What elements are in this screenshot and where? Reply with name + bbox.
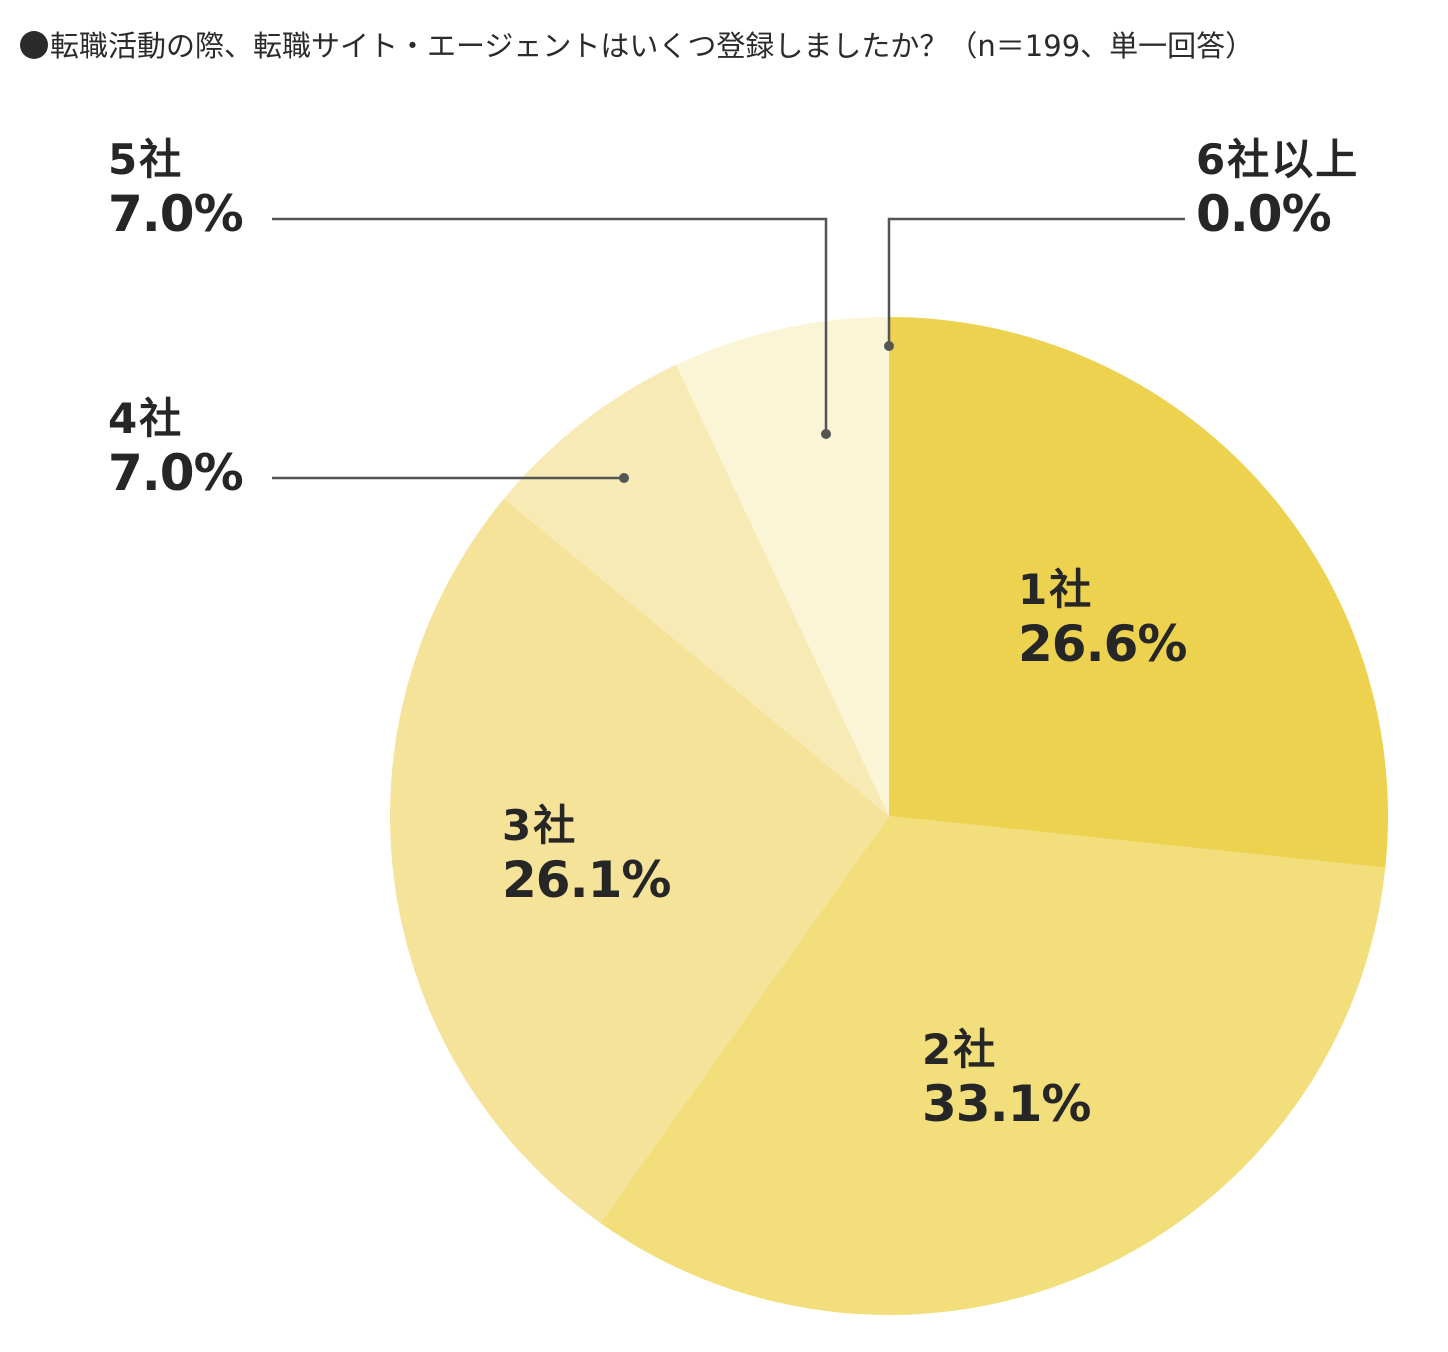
label-percent: 7.0% xyxy=(108,444,244,502)
chart-title: 転職活動の際、転職サイト・エージェントはいくつ登録しましたか？（n＝199、単一… xyxy=(20,26,1254,66)
label-name: 6社以上 xyxy=(1196,135,1360,184)
label-2-companies: 2社 33.1% xyxy=(922,1024,1091,1133)
label-percent: 7.0% xyxy=(108,185,244,243)
leader-line-6plus xyxy=(887,217,1185,346)
pie-slice-3 xyxy=(389,498,889,1224)
label-3-companies: 3社 26.1% xyxy=(502,800,671,909)
label-5-companies: 5社 7.0% xyxy=(108,134,244,243)
label-percent: 0.0% xyxy=(1196,185,1332,243)
pie-slice-2 xyxy=(600,816,1386,1316)
title-bullet-icon xyxy=(20,31,48,59)
label-6plus-companies: 6社以上 0.0% xyxy=(1196,134,1359,242)
leader-lines xyxy=(272,217,1185,480)
leader-dot-4 xyxy=(619,473,629,483)
label-name: 4社 xyxy=(108,394,184,443)
label-percent: 26.1% xyxy=(502,851,671,909)
label-1-company: 1社 26.6% xyxy=(1018,564,1187,673)
leader-dot-6plus xyxy=(884,341,894,351)
leader-line-5 xyxy=(272,217,828,434)
leader-dot-5 xyxy=(821,429,831,439)
label-4-companies: 4社 7.0% xyxy=(108,393,244,502)
label-name: 5社 xyxy=(108,135,184,184)
label-percent: 33.1% xyxy=(922,1075,1091,1133)
label-percent: 26.6% xyxy=(1018,615,1187,673)
title-text: 転職活動の際、転職サイト・エージェントはいくつ登録しましたか？（n＝199、単一… xyxy=(50,29,1255,63)
pie-slice-5 xyxy=(676,317,889,816)
label-name: 1社 xyxy=(1018,565,1094,614)
pie-slice-1 xyxy=(889,317,1388,868)
leader-dots xyxy=(619,341,894,483)
label-name: 3社 xyxy=(502,801,578,850)
label-name: 2社 xyxy=(922,1025,998,1074)
